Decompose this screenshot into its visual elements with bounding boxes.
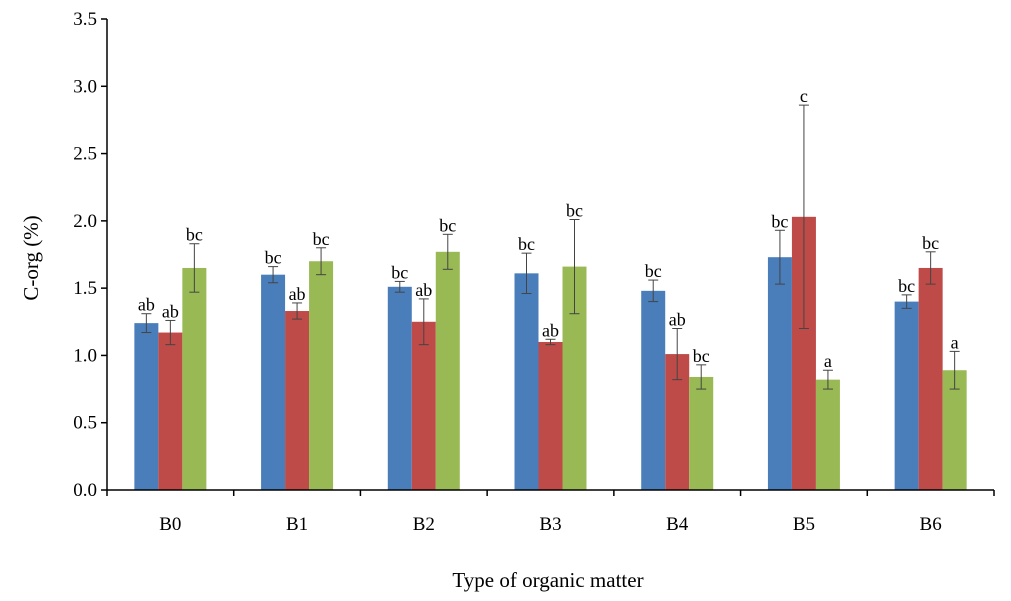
bar xyxy=(641,290,666,490)
significance-label: ab xyxy=(138,295,155,315)
y-tick-label: 1.0 xyxy=(73,345,97,366)
y-tick-label: 0.0 xyxy=(73,480,97,501)
x-axis-title: Type of organic matter xyxy=(452,568,643,592)
significance-label: bc xyxy=(693,346,710,366)
x-tick-label: B5 xyxy=(793,514,815,535)
x-tick-label: B3 xyxy=(539,514,561,535)
y-tick-label: 3.5 xyxy=(73,9,97,30)
x-tick-label: B4 xyxy=(666,514,689,535)
significance-label: bc xyxy=(922,233,939,253)
y-tick-label: 3.0 xyxy=(73,76,97,97)
bar xyxy=(387,286,412,490)
significance-label: bc xyxy=(771,211,788,231)
bar xyxy=(942,370,967,490)
x-tick-label: B2 xyxy=(413,514,435,535)
bar xyxy=(894,301,919,490)
x-tick-label: B1 xyxy=(286,514,308,535)
bar xyxy=(918,267,943,490)
significance-label: bc xyxy=(645,261,662,281)
bar xyxy=(261,274,286,490)
significance-label: a xyxy=(824,351,832,371)
y-tick-label: 0.5 xyxy=(73,413,97,434)
bar xyxy=(514,273,539,490)
significance-label: bc xyxy=(391,262,408,282)
y-axis-ticks: 0.0 0.5 1.0 1.5 2.0 2.5 3.0 3.5 xyxy=(73,9,107,501)
bar xyxy=(158,332,183,490)
x-tick-label: B6 xyxy=(920,514,942,535)
bar xyxy=(134,323,159,490)
significance-label: ab xyxy=(289,284,306,304)
significance-label: ab xyxy=(542,320,559,340)
bar xyxy=(182,267,207,490)
bar xyxy=(285,311,310,490)
significance-label: bc xyxy=(439,215,456,235)
significance-label: bc xyxy=(265,248,282,268)
y-tick-label: 1.5 xyxy=(73,278,97,299)
bar xyxy=(689,376,714,490)
bar xyxy=(309,261,334,490)
significance-label: bc xyxy=(313,229,330,249)
significance-label: bc xyxy=(186,225,203,245)
bar xyxy=(411,321,436,490)
significance-label: a xyxy=(951,332,959,352)
significance-label: c xyxy=(800,86,808,106)
bar xyxy=(538,341,563,490)
x-tick-label: B0 xyxy=(159,514,181,535)
significance-label: ab xyxy=(162,301,179,321)
significance-label: bc xyxy=(566,201,583,221)
bar xyxy=(815,379,840,490)
significance-label: ab xyxy=(415,280,432,300)
y-axis-title: C-org (%) xyxy=(19,215,43,300)
bar xyxy=(767,257,792,490)
significance-label: ab xyxy=(669,310,686,330)
y-tick-label: 2.5 xyxy=(73,144,97,165)
significance-label: bc xyxy=(898,276,915,296)
x-axis-ticks: B0 B1 B2 B3 B4 B5 B6 xyxy=(106,490,995,535)
y-tick-label: 2.0 xyxy=(73,211,97,232)
significance-label: bc xyxy=(518,234,535,254)
bar xyxy=(435,251,460,490)
